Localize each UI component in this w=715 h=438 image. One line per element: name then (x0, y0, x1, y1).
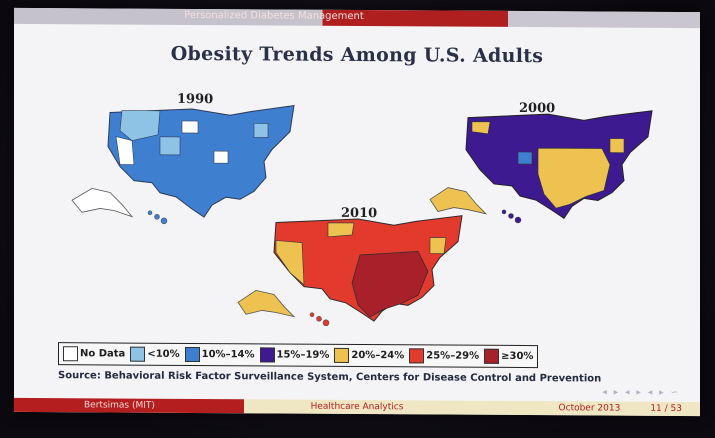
nodata-1990-a (115, 136, 135, 165)
hawaii-2010-c (322, 319, 330, 327)
footer-page: 11 / 53 (650, 403, 682, 414)
south-2010 (351, 251, 429, 318)
legend-item-15-19: 15%–19% (259, 347, 330, 363)
east-lt10-1990 (253, 123, 269, 138)
footer-author: Bertsimas (MIT) (14, 397, 244, 414)
source-note: Source: Behavioral Risk Factor Surveilla… (58, 370, 602, 385)
legend-item-10-14: 10%–14% (184, 346, 255, 363)
alaska-1990 (71, 187, 134, 218)
legend-swatch-15-19 (259, 347, 275, 363)
map-2010 (237, 215, 463, 327)
east-2000 (609, 138, 625, 153)
legend-item-gte30: ≥30% (484, 348, 534, 364)
alaska-2000 (429, 187, 488, 215)
legend-swatch-25-29 (409, 348, 425, 364)
legend-swatch-20-24 (334, 347, 350, 363)
south-midwest-2000 (537, 147, 611, 209)
legend-label-10-14: 10%–14% (201, 349, 255, 361)
header-text: Personalized Diabetes Management (184, 9, 364, 23)
legend-swatch-gte30 (484, 348, 500, 364)
legend-label-25-29: 25%–29% (426, 350, 480, 362)
west-lt10-1990 (119, 110, 161, 141)
northwest-2000 (471, 121, 491, 135)
alaska-2010 (237, 289, 296, 318)
map-1990 (71, 105, 295, 225)
legend-item-20-24: 20%–24% (334, 347, 405, 363)
legend-swatch-lt10 (130, 346, 146, 362)
legend-label-lt10: <10% (147, 348, 180, 360)
northeast-2010 (429, 237, 447, 254)
slide-header-bar: Personalized Diabetes Management (14, 7, 700, 29)
nav-arrows-icon[interactable]: ◂ ▸ ◂ ▸ ◂ ▸ ∽ (602, 387, 680, 398)
legend-swatch-no-data (63, 346, 78, 362)
slide: Personalized Diabetes Management Obesity… (14, 7, 700, 417)
nodata-1990-c (213, 150, 229, 164)
legend: No Data <10% 10%–14% 15%–19% 20%–24% 25%… (58, 342, 539, 369)
hawaii-2010-b (316, 316, 322, 322)
hawaii-1990-a (147, 210, 153, 215)
legend-label-20-24: 20%–24% (351, 349, 405, 362)
west-2010 (275, 240, 305, 286)
legend-label-15-19: 15%–19% (276, 349, 330, 361)
slide-title: Obesity Trends Among U.S. Adults (170, 42, 544, 68)
legend-label-no-data: No Data (80, 348, 126, 360)
north-2010 (327, 222, 355, 238)
hawaii-2010-a (309, 312, 315, 317)
footer-right: October 2013 11 / 53 (470, 400, 700, 417)
colorado-2000 (517, 151, 533, 165)
hawaii-2000-c (514, 216, 522, 224)
hawaii-1990-b (154, 214, 160, 220)
legend-item-no-data: No Data (63, 346, 126, 362)
legend-item-lt10: <10% (130, 346, 180, 362)
legend-label-gte30: ≥30% (501, 350, 534, 363)
legend-swatch-10-14 (184, 346, 200, 363)
hawaii-2000-b (508, 213, 514, 219)
hawaii-2000-a (501, 209, 507, 215)
legend-item-25-29: 25%–29% (409, 348, 480, 364)
hawaii-1990-c (160, 217, 168, 225)
slide-footer: Bertsimas (MIT) Healthcare Analytics Oct… (14, 397, 700, 417)
footer-date: October 2013 (558, 403, 621, 414)
map-2000 (429, 110, 653, 224)
west-lt10-1990-b (159, 136, 181, 156)
footer-course: Healthcare Analytics (244, 399, 470, 415)
nodata-1990-b (181, 120, 199, 134)
